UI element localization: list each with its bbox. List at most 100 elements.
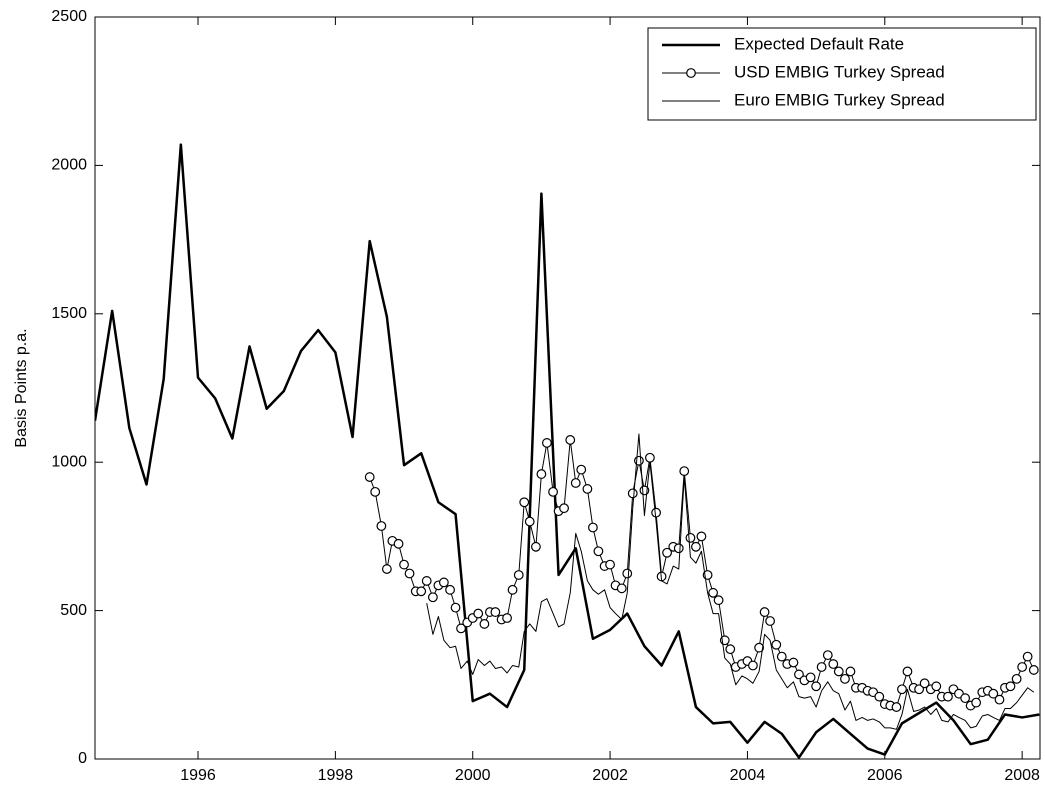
- marker: [645, 452, 655, 463]
- legend-label: Euro EMBIG Turkey Spread: [734, 90, 945, 109]
- y-tick-label: 2500: [51, 8, 87, 25]
- marker: [805, 672, 816, 683]
- legend-marker: [686, 68, 696, 78]
- marker: [570, 478, 581, 488]
- y-tick-label: 500: [60, 602, 87, 619]
- plot-frame: [94, 16, 1041, 760]
- marker: [725, 644, 736, 655]
- marker: [364, 472, 375, 482]
- marker: [754, 642, 765, 653]
- marker: [513, 570, 524, 580]
- marker: [673, 543, 684, 554]
- marker: [479, 619, 490, 629]
- marker: [627, 488, 638, 499]
- marker: [931, 681, 942, 692]
- marker: [776, 651, 787, 662]
- marker: [902, 666, 913, 677]
- marker: [960, 693, 971, 704]
- y-tick-label: 1000: [51, 453, 87, 470]
- marker: [456, 623, 466, 634]
- marker: [765, 616, 775, 626]
- marker: [541, 438, 552, 448]
- marker: [833, 666, 844, 677]
- marker: [919, 678, 930, 689]
- marker: [943, 691, 953, 702]
- marker: [565, 435, 576, 445]
- marker: [507, 584, 518, 595]
- marker: [828, 659, 839, 669]
- marker: [696, 531, 707, 542]
- marker: [685, 532, 696, 543]
- marker: [794, 669, 804, 680]
- marker: [524, 516, 535, 527]
- y-tick-label: 0: [78, 750, 87, 767]
- marker: [840, 673, 850, 684]
- legend: Expected Default Rate USD EMBIG Turkey Sp…: [647, 27, 1037, 121]
- marker: [994, 694, 1005, 705]
- marker: [370, 486, 381, 497]
- plot-area: [95, 143, 1040, 759]
- marker: [1017, 662, 1028, 672]
- marker: [771, 639, 782, 650]
- marker: [1005, 681, 1016, 692]
- marker: [811, 681, 822, 692]
- marker: [421, 576, 432, 586]
- marker: [971, 697, 982, 708]
- marker: [788, 657, 799, 668]
- series-line: [95, 143, 1040, 759]
- x-tick-label: 2004: [730, 767, 766, 784]
- y-tick-label: 2000: [51, 157, 87, 174]
- marker: [679, 466, 690, 477]
- marker: [713, 595, 724, 606]
- marker: [708, 587, 718, 598]
- marker: [559, 503, 569, 514]
- marker: [914, 684, 925, 695]
- marker: [748, 660, 758, 671]
- marker: [519, 497, 530, 508]
- marker: [376, 521, 387, 531]
- marker: [445, 584, 455, 595]
- marker: [381, 564, 392, 574]
- marker: [582, 484, 593, 494]
- marker: [616, 583, 627, 594]
- marker: [691, 541, 701, 552]
- marker: [845, 666, 856, 677]
- series-line: [426, 433, 1035, 730]
- marker: [427, 592, 438, 603]
- x-tick-label: 2006: [867, 767, 903, 784]
- marker: [438, 577, 449, 588]
- marker: [490, 607, 501, 617]
- marker: [576, 464, 587, 475]
- marker: [588, 522, 598, 533]
- y-tick-label: 1500: [51, 305, 87, 322]
- marker: [822, 650, 833, 661]
- marker: [897, 684, 907, 695]
- marker: [473, 608, 484, 619]
- marker: [593, 546, 604, 557]
- y-axis-label: Basis Points p.a.: [13, 328, 30, 447]
- marker: [1022, 651, 1033, 662]
- marker: [404, 568, 415, 579]
- legend-box: [647, 27, 1037, 121]
- marker: [662, 547, 672, 558]
- x-tick-label: 2002: [592, 767, 628, 784]
- marker: [605, 559, 615, 570]
- x-tick-label: 1998: [318, 767, 354, 784]
- marker: [1028, 665, 1039, 675]
- marker: [874, 691, 885, 702]
- marker: [548, 486, 558, 497]
- marker: [891, 702, 902, 712]
- legend-label: USD EMBIG Turkey Spread: [734, 62, 945, 81]
- marker: [1011, 673, 1022, 684]
- marker: [622, 568, 633, 579]
- x-tick-label: 2000: [455, 767, 491, 784]
- marker: [634, 455, 644, 466]
- marker: [450, 602, 461, 613]
- marker: [816, 662, 827, 672]
- marker: [651, 507, 661, 518]
- marker: [399, 559, 409, 570]
- marker: [536, 469, 547, 479]
- marker: [416, 586, 427, 597]
- x-tick-label: 1996: [180, 767, 216, 784]
